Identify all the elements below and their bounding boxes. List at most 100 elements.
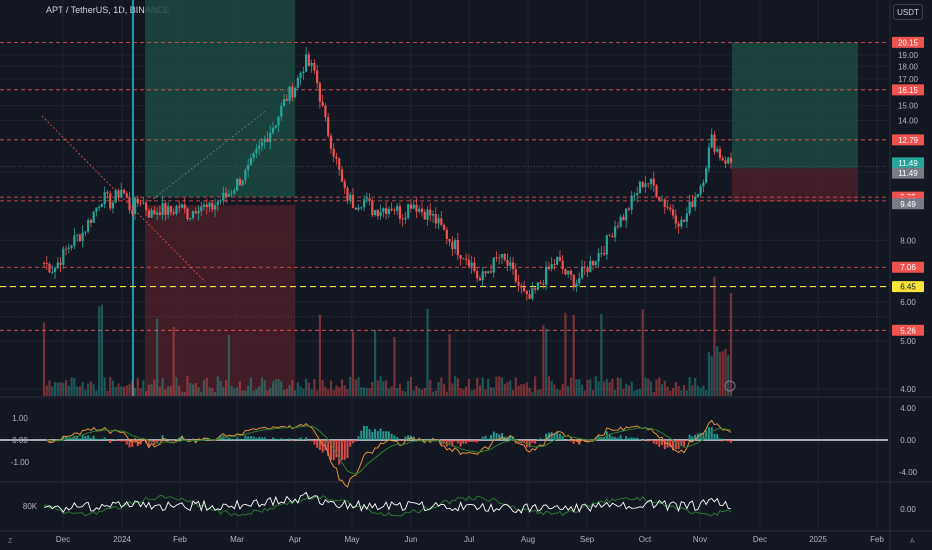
volume-bar bbox=[614, 389, 617, 396]
volume-bar bbox=[382, 381, 385, 396]
candle-body bbox=[478, 278, 482, 281]
candle-body bbox=[597, 253, 600, 262]
candle-body bbox=[420, 208, 424, 213]
volume-bar bbox=[556, 389, 559, 396]
volume-bar bbox=[274, 379, 277, 396]
macd-histogram-bar bbox=[230, 438, 233, 440]
volume-bar bbox=[699, 387, 702, 396]
volume-bar bbox=[249, 377, 253, 396]
volume-bar bbox=[357, 376, 360, 396]
volume-bar bbox=[150, 384, 153, 396]
volume-bar bbox=[542, 325, 545, 396]
macd-histogram-bar bbox=[76, 436, 79, 440]
macd-histogram-bar bbox=[456, 440, 459, 444]
price-label: 20.15 bbox=[898, 38, 919, 47]
currency-button[interactable]: USDT bbox=[893, 4, 923, 20]
macd-histogram-bar bbox=[109, 440, 112, 444]
macd-histogram-bar bbox=[288, 438, 291, 440]
macd-histogram-bar bbox=[597, 435, 600, 440]
candle-body bbox=[608, 235, 611, 237]
volume-bar bbox=[633, 390, 636, 396]
candle-body bbox=[302, 71, 305, 74]
candle-body bbox=[305, 54, 308, 72]
volume-bar bbox=[371, 382, 374, 396]
candle-body bbox=[175, 206, 178, 214]
macd-histogram-bar bbox=[258, 436, 261, 440]
candle-body bbox=[249, 157, 253, 165]
osc-primary-line bbox=[43, 491, 732, 514]
time-label: Feb bbox=[870, 535, 884, 544]
volume-bar bbox=[263, 380, 266, 396]
trendline bbox=[149, 111, 266, 202]
candle-body bbox=[396, 206, 399, 211]
volume-bar bbox=[520, 383, 523, 396]
macd-histogram-bar bbox=[100, 438, 103, 440]
candle-body bbox=[92, 211, 95, 223]
candle-body bbox=[291, 86, 294, 98]
macd-histogram-bar bbox=[368, 429, 371, 440]
volume-bar bbox=[169, 385, 173, 396]
macd-histogram-bar bbox=[550, 432, 553, 440]
candle-body bbox=[682, 219, 686, 222]
candle-body bbox=[641, 181, 644, 188]
volume-bar bbox=[255, 388, 258, 396]
volume-bar bbox=[431, 391, 435, 396]
candle-body bbox=[453, 240, 457, 250]
candle-body bbox=[542, 283, 545, 285]
volume-bar bbox=[346, 389, 349, 396]
candle-body bbox=[183, 204, 186, 209]
volume-bar bbox=[233, 388, 236, 396]
volume-bar bbox=[517, 385, 520, 396]
volume-bar bbox=[329, 380, 333, 396]
volume-bar bbox=[663, 380, 666, 396]
candle-body bbox=[412, 204, 415, 209]
candle-body bbox=[139, 203, 142, 205]
candle-body bbox=[498, 257, 501, 259]
volume-bar bbox=[420, 389, 424, 396]
candle-body bbox=[382, 208, 385, 212]
macd-histogram-bar bbox=[376, 431, 379, 440]
stop-zone bbox=[732, 168, 858, 202]
macd-histogram-bar bbox=[398, 440, 401, 442]
volume-bar bbox=[727, 355, 730, 396]
macd-histogram-bar bbox=[393, 435, 396, 440]
volume-bar bbox=[189, 382, 192, 396]
volume-bar bbox=[448, 333, 451, 396]
volume-bar bbox=[622, 388, 625, 396]
candle-body bbox=[398, 206, 402, 219]
volume-bar bbox=[216, 376, 219, 396]
macd-histogram-bar bbox=[531, 440, 534, 443]
candle-body bbox=[321, 101, 324, 106]
candle-body bbox=[699, 186, 702, 195]
macd-histogram-bar bbox=[404, 436, 407, 440]
osc-secondary-line bbox=[43, 495, 732, 517]
volume-bar bbox=[120, 386, 123, 396]
candle-body bbox=[622, 216, 625, 221]
macd-histogram-bar bbox=[349, 440, 352, 447]
volume-bar bbox=[716, 346, 719, 396]
candle-body bbox=[230, 193, 233, 195]
volume-bar bbox=[64, 380, 68, 396]
candle-body bbox=[434, 214, 437, 224]
volume-bar bbox=[586, 380, 589, 396]
macd-signal-line bbox=[46, 425, 732, 475]
macd-right-tick: 0.00 bbox=[900, 436, 916, 445]
volume-bar bbox=[591, 390, 595, 396]
volume-bar bbox=[503, 383, 506, 396]
volume-bar bbox=[343, 385, 346, 396]
volume-bar bbox=[569, 377, 573, 396]
volume-bar bbox=[224, 380, 228, 396]
macd-histogram-bar bbox=[622, 439, 625, 440]
macd-histogram-bar bbox=[156, 440, 159, 443]
macd-histogram-bar bbox=[236, 437, 239, 440]
volume-bar bbox=[327, 389, 330, 396]
volume-bar bbox=[575, 379, 578, 396]
macd-histogram-bar bbox=[611, 436, 614, 440]
corner-left-label[interactable]: Z bbox=[8, 538, 13, 545]
volume-bar bbox=[558, 390, 562, 396]
macd-histogram-bar bbox=[296, 438, 299, 440]
volume-bar bbox=[252, 390, 255, 396]
corner-right-label[interactable]: A bbox=[910, 538, 915, 545]
candle-body bbox=[431, 214, 435, 216]
